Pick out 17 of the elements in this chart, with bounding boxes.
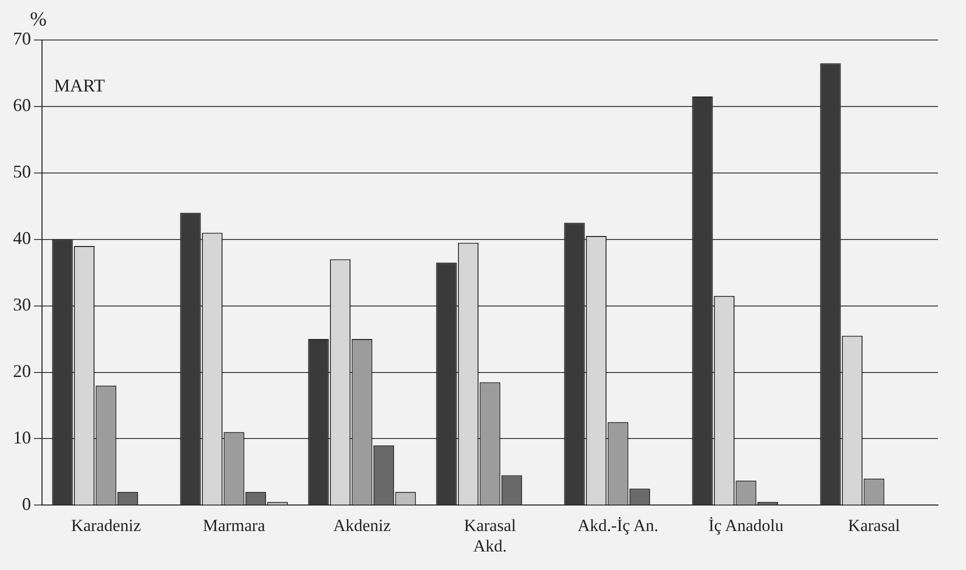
y-tick-label: 50 xyxy=(13,162,31,182)
y-tick-label: 40 xyxy=(13,228,31,248)
x-tick-label: Karadeniz xyxy=(71,516,142,535)
y-tick-label: 20 xyxy=(13,361,31,382)
x-tick-label: Akdeniz xyxy=(333,516,392,535)
x-tick-label: Akd.-İç An. xyxy=(578,516,658,535)
x-tick-label: İç Anadolu xyxy=(708,516,784,535)
y-tick-label: 0 xyxy=(22,494,31,514)
y-tick-label: 70 xyxy=(13,28,31,49)
y-tick-label: 60 xyxy=(13,95,31,116)
x-tick-label: Karasal Akd. xyxy=(464,516,516,556)
annotation: MART xyxy=(54,76,105,96)
y-tick-label: 10 xyxy=(13,427,31,448)
y-axis-title: % xyxy=(30,8,47,30)
x-tick-label: Marmara xyxy=(202,516,266,535)
y-tick-label: 30 xyxy=(13,294,31,315)
x-tick-label: Karasal xyxy=(848,516,900,535)
